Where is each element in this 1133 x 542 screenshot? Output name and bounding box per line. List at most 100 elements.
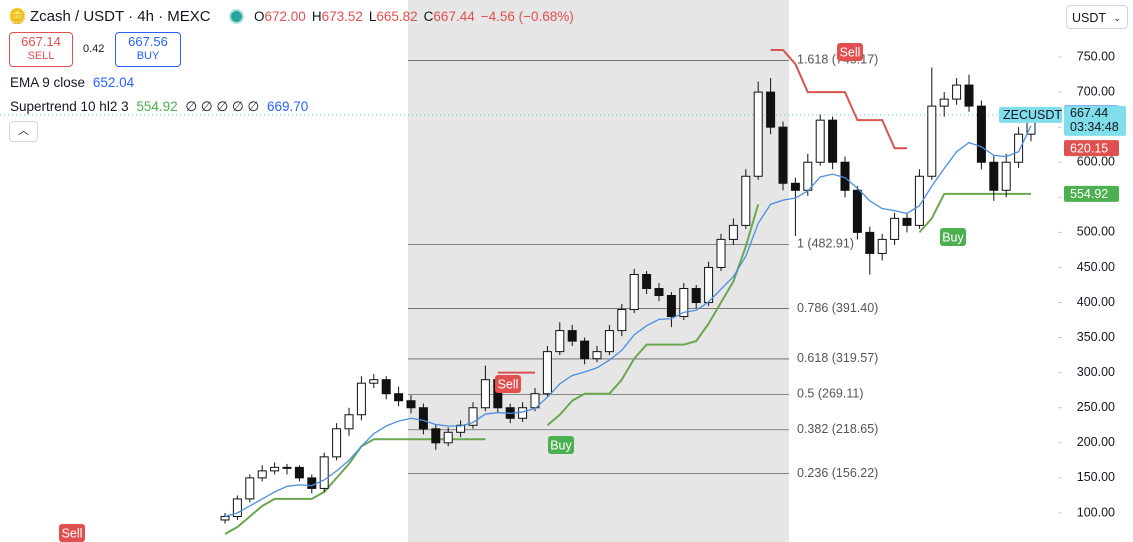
ema-name: EMA 9 close <box>10 75 86 90</box>
signal-badge <box>495 375 521 393</box>
candle-body <box>741 175 751 226</box>
y-tick-label: 400.00 <box>1077 295 1115 309</box>
signal-badge <box>940 228 966 246</box>
candle-body <box>245 477 255 500</box>
candle-body <box>728 224 738 240</box>
ohlc-key: C <box>423 9 434 24</box>
candle-body <box>815 119 825 163</box>
y-tick-label: 700.00 <box>1077 84 1115 98</box>
current-name-tag <box>999 106 1062 123</box>
candle-body <box>691 288 701 304</box>
sell-label: SELL <box>27 50 55 62</box>
candle-body <box>443 431 453 444</box>
signal-badge <box>59 524 85 542</box>
fib-label: 0.786 (391.40) <box>797 301 878 315</box>
y-tick-label: 450.00 <box>1077 260 1115 274</box>
current-name: ZECUSDT <box>1003 108 1062 122</box>
buy-label: BUY <box>136 50 160 62</box>
candle-body <box>704 266 714 304</box>
ohlc-value: 673.52 <box>321 9 363 24</box>
candle-body <box>257 470 267 479</box>
candle-body <box>642 273 652 290</box>
y-tick-label: 350.00 <box>1077 330 1115 344</box>
y-tick-label: 150.00 <box>1077 470 1115 484</box>
supertrend-down <box>497 49 907 374</box>
current-price-tag <box>1064 105 1126 136</box>
current-price-label: 667.44 <box>1070 106 1108 120</box>
ohlc: O672.00 H673.52 L665.82 C667.44 −4.56 (−0.68… <box>254 9 574 24</box>
price-tag-label: 554.92 <box>1070 187 1108 201</box>
candle-body <box>555 330 565 353</box>
supertrend-name: Supertrend 10 hl2 3 <box>10 99 129 114</box>
candle-body <box>666 295 676 318</box>
fib-label: 0.236 (156.22) <box>797 466 878 480</box>
buy-button[interactable]: 667.56 BUY <box>115 32 181 67</box>
candle-body <box>319 456 329 489</box>
price-tag-label: 620.15 <box>1070 141 1108 155</box>
ema-line <box>224 125 1032 518</box>
spread: 0.42 <box>83 43 105 55</box>
candle-body <box>332 428 342 458</box>
candle-body <box>232 498 242 517</box>
candle-body <box>480 379 490 409</box>
fib-label: 0.382 (218.65) <box>797 422 878 436</box>
candle-body <box>406 400 416 409</box>
candle-body <box>890 217 900 240</box>
symbol-title[interactable]: Zcash / USDT · 4h · MEXC <box>30 8 211 25</box>
candle-body <box>344 414 354 430</box>
candle-body <box>1001 161 1011 191</box>
price-tag <box>1064 140 1119 157</box>
candle-body <box>852 189 862 233</box>
y-tick-label: 300.00 <box>1077 365 1115 379</box>
candle-body <box>542 351 552 395</box>
signal-label: Sell <box>840 45 861 59</box>
supertrend-value: 554.92 <box>136 99 178 114</box>
candle-body <box>952 84 962 100</box>
candle-body <box>468 407 478 426</box>
signal-badge <box>837 43 863 61</box>
ohlc-key: H <box>311 9 322 24</box>
candle-body <box>939 98 949 107</box>
sell-button[interactable]: 667.14 SELL <box>9 32 73 67</box>
candle-body <box>369 379 379 384</box>
buy-price: 667.56 <box>128 34 168 49</box>
candle-body <box>766 91 776 128</box>
price-tag <box>1064 185 1119 202</box>
candle-body <box>902 217 912 226</box>
signal-badge <box>548 436 574 454</box>
candle-body <box>394 393 404 402</box>
ema-legend[interactable]: EMA 9 close 652.04 <box>10 75 134 90</box>
sell-price: 667.14 <box>21 34 61 49</box>
y-tick-label: 600.00 <box>1077 155 1115 169</box>
candle-body <box>580 340 590 360</box>
candle-body <box>679 288 689 318</box>
fib-label: 0.618 (319.57) <box>797 351 878 365</box>
ohlc-key: L <box>368 9 377 24</box>
status-dot <box>229 9 244 24</box>
current-timer: 03:34:48 <box>1070 120 1119 134</box>
candle-body <box>914 175 924 226</box>
candle-body <box>865 231 875 254</box>
ohlc-value: 665.82 <box>376 9 418 24</box>
selection-region <box>408 0 789 542</box>
supertrend-up <box>224 192 1031 535</box>
candle-body <box>617 309 627 332</box>
candle-body <box>654 288 664 297</box>
fib-label: 0.5 (269.11) <box>797 387 863 401</box>
candle-body <box>431 428 441 444</box>
ohlc-value: 672.00 <box>264 9 306 24</box>
signal-label: Buy <box>550 438 572 452</box>
candle-body <box>778 126 788 184</box>
candle-body <box>518 407 528 419</box>
supertrend-legend[interactable]: Supertrend 10 hl2 3 554.92 ∅ ∅ ∅ ∅ ∅ 669… <box>10 99 308 115</box>
candle-body <box>716 238 726 268</box>
supertrend-placeholders: ∅ ∅ ∅ ∅ ∅ <box>185 99 260 114</box>
candle-body <box>976 105 986 163</box>
currency: USDT <box>1072 11 1107 25</box>
candle-body <box>790 182 800 191</box>
collapse-button[interactable]: ︿ <box>9 121 38 142</box>
y-tick-label: 500.00 <box>1077 225 1115 239</box>
currency-select[interactable]: USDT ⌄ <box>1066 5 1128 29</box>
